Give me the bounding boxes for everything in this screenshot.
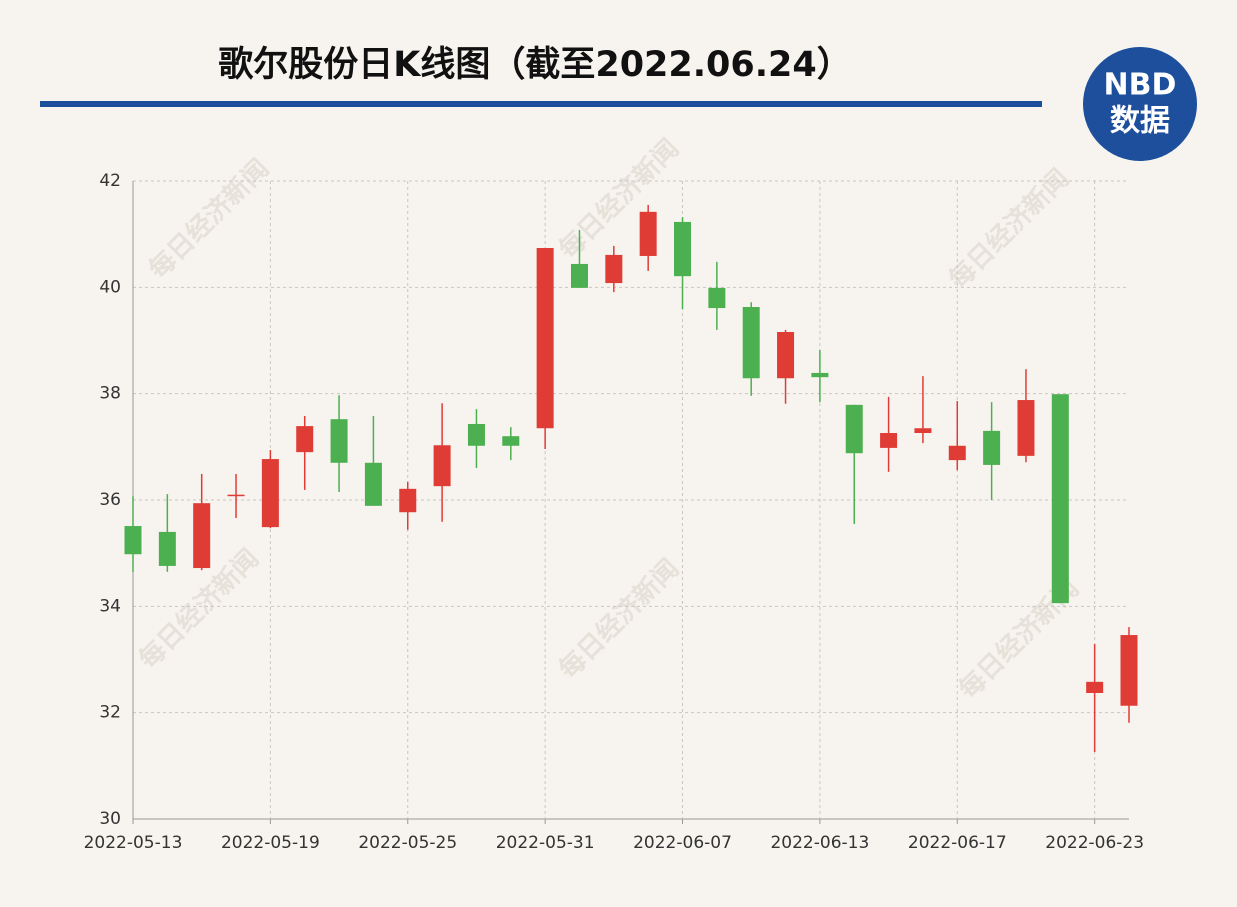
candle-body [880, 433, 898, 448]
candle-body [742, 307, 760, 379]
candle-body [570, 263, 588, 288]
candle-body [364, 462, 382, 506]
candle-body [502, 436, 520, 446]
candle-body [433, 445, 451, 487]
candle-body [1051, 394, 1069, 604]
x-tick-label: 2022-06-23 [1045, 833, 1144, 853]
y-tick-label: 36 [99, 490, 121, 510]
candle-body [330, 419, 348, 463]
y-tick-label: 32 [99, 703, 121, 723]
x-tick-label: 2022-06-13 [770, 833, 869, 853]
title-rule [40, 101, 1042, 107]
y-tick-label: 42 [99, 171, 121, 191]
candle-body [158, 531, 176, 566]
candle-body [1017, 400, 1035, 456]
y-tick-label: 40 [99, 277, 121, 297]
y-tick-label: 30 [99, 809, 121, 829]
candle-body [261, 459, 279, 528]
candle-body [639, 211, 657, 256]
candle-body [227, 494, 245, 497]
y-tick-label: 38 [99, 384, 121, 404]
x-tick-label: 2022-05-25 [358, 833, 457, 853]
candle-body [845, 404, 863, 454]
x-tick-label: 2022-06-17 [908, 833, 1007, 853]
candle-body [1086, 681, 1104, 693]
candle-body [948, 445, 966, 461]
x-tick-label: 2022-05-19 [221, 833, 320, 853]
candle-body [777, 331, 795, 379]
candle-body [914, 428, 932, 434]
x-tick-label: 2022-05-31 [496, 833, 595, 853]
candle-body [708, 287, 726, 309]
candle-body [399, 488, 417, 513]
candle-body [193, 503, 211, 569]
candle-body [296, 426, 314, 453]
x-tick-label: 2022-06-07 [633, 833, 732, 853]
logo-text: NBD [1104, 68, 1177, 103]
candle-body [536, 247, 554, 429]
chart-title: 歌尔股份日K线图（截至2022.06.24） [218, 45, 852, 85]
logo [1083, 47, 1197, 161]
candle-body [467, 423, 485, 446]
candle-body [811, 372, 829, 378]
candle-body [605, 254, 623, 284]
candle-body [674, 221, 692, 277]
candle-body [124, 526, 142, 555]
candle-body [1120, 635, 1138, 706]
y-tick-label: 34 [99, 596, 121, 616]
logo-text: 数据 [1110, 104, 1170, 139]
candle-body [983, 430, 1001, 465]
x-tick-label: 2022-05-13 [84, 833, 183, 853]
